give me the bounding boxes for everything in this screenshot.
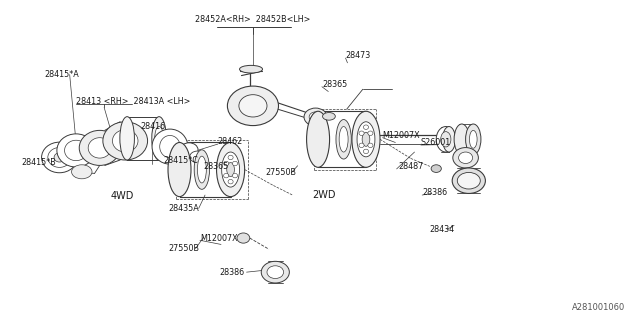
Text: M12007X: M12007X — [200, 234, 237, 243]
Ellipse shape — [120, 117, 134, 160]
Ellipse shape — [227, 86, 278, 125]
Ellipse shape — [307, 111, 330, 167]
Ellipse shape — [103, 122, 148, 160]
Ellipse shape — [194, 150, 209, 189]
Ellipse shape — [180, 143, 198, 157]
Text: 28473: 28473 — [346, 51, 371, 60]
Text: 28452A<RH>  28452B<LH>: 28452A<RH> 28452B<LH> — [195, 15, 310, 24]
Ellipse shape — [364, 149, 369, 154]
Text: A281001060: A281001060 — [572, 303, 625, 312]
Text: 28415*C: 28415*C — [164, 156, 198, 164]
Text: 28416: 28416 — [140, 122, 165, 131]
Ellipse shape — [459, 152, 472, 164]
Ellipse shape — [197, 156, 206, 183]
Ellipse shape — [441, 132, 451, 147]
Ellipse shape — [227, 163, 234, 177]
Text: 28415*B: 28415*B — [21, 158, 56, 167]
Ellipse shape — [339, 126, 348, 152]
Text: M12007X: M12007X — [383, 131, 420, 140]
Ellipse shape — [309, 112, 322, 122]
Text: 28386: 28386 — [219, 268, 244, 277]
Ellipse shape — [357, 122, 375, 157]
Ellipse shape — [155, 126, 163, 150]
Ellipse shape — [152, 117, 166, 160]
Ellipse shape — [223, 161, 228, 166]
Ellipse shape — [232, 173, 237, 178]
Ellipse shape — [368, 143, 373, 148]
Text: S26001: S26001 — [421, 138, 451, 147]
Ellipse shape — [239, 95, 267, 117]
Ellipse shape — [88, 138, 111, 158]
Text: 28487: 28487 — [398, 162, 423, 171]
Ellipse shape — [237, 233, 250, 243]
Ellipse shape — [336, 120, 351, 159]
Text: 27550B: 27550B — [266, 168, 297, 177]
Ellipse shape — [42, 142, 77, 173]
Ellipse shape — [57, 134, 95, 167]
Ellipse shape — [228, 155, 233, 160]
Ellipse shape — [362, 132, 370, 146]
Ellipse shape — [65, 140, 88, 161]
Ellipse shape — [452, 168, 485, 194]
Ellipse shape — [359, 131, 364, 135]
Ellipse shape — [239, 65, 262, 73]
Ellipse shape — [54, 153, 65, 162]
Ellipse shape — [267, 266, 284, 278]
Ellipse shape — [48, 148, 71, 167]
Text: 27550B: 27550B — [168, 244, 199, 253]
Ellipse shape — [352, 111, 380, 167]
Ellipse shape — [458, 172, 480, 189]
Ellipse shape — [216, 142, 244, 197]
Ellipse shape — [304, 108, 327, 126]
Ellipse shape — [223, 173, 228, 178]
Ellipse shape — [323, 113, 335, 120]
Text: 28365: 28365 — [204, 162, 229, 171]
Ellipse shape — [431, 165, 442, 172]
Ellipse shape — [79, 130, 120, 165]
Ellipse shape — [469, 130, 477, 148]
Ellipse shape — [228, 180, 233, 184]
Ellipse shape — [453, 148, 478, 168]
Text: 28435A: 28435A — [168, 204, 199, 213]
Text: 2WD: 2WD — [312, 190, 336, 200]
Ellipse shape — [113, 130, 138, 152]
Text: 28365: 28365 — [322, 80, 347, 89]
Text: 28386: 28386 — [422, 188, 447, 197]
Ellipse shape — [454, 124, 469, 155]
Ellipse shape — [436, 126, 456, 152]
Ellipse shape — [72, 165, 92, 179]
Ellipse shape — [364, 125, 369, 129]
Ellipse shape — [232, 161, 237, 166]
Text: 28462: 28462 — [218, 137, 243, 146]
Ellipse shape — [368, 131, 373, 135]
Ellipse shape — [168, 142, 191, 197]
Text: 28434: 28434 — [430, 225, 455, 234]
Ellipse shape — [152, 129, 188, 164]
Ellipse shape — [261, 261, 289, 283]
Text: 28413 <RH>  28413A <LH>: 28413 <RH> 28413A <LH> — [76, 97, 191, 106]
Ellipse shape — [221, 152, 239, 187]
Ellipse shape — [466, 124, 481, 155]
Ellipse shape — [160, 135, 180, 158]
Ellipse shape — [359, 143, 364, 148]
Text: 4WD: 4WD — [111, 191, 134, 201]
Text: 28415*A: 28415*A — [44, 70, 79, 79]
Ellipse shape — [189, 151, 205, 163]
Ellipse shape — [443, 126, 456, 152]
